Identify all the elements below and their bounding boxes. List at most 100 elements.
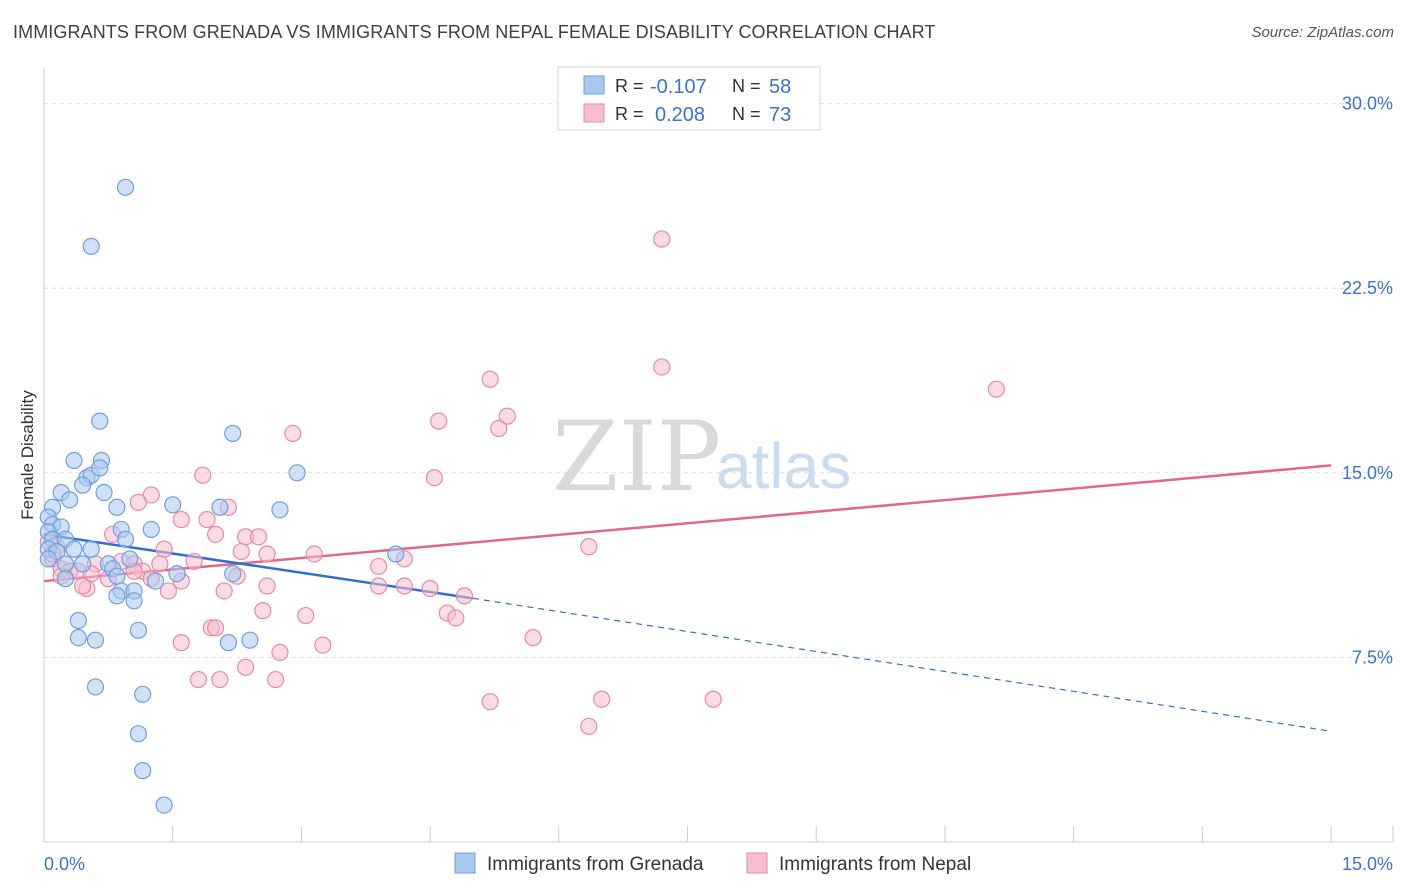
grenada-point <box>86 678 105 696</box>
grenada-point <box>121 550 139 568</box>
grenada-point <box>82 237 100 255</box>
nepal-point <box>232 542 250 561</box>
nepal-point <box>425 469 443 487</box>
y-tick-label: 7.5% <box>1352 647 1393 667</box>
grenada-point <box>125 592 143 610</box>
legend-n-label-nepal: N = <box>732 104 761 124</box>
grenada-point <box>69 611 87 630</box>
grenada-point <box>164 496 182 514</box>
legend-r-value-grenada: -0.107 <box>650 76 707 98</box>
grenada-point <box>134 685 152 703</box>
grenada-point <box>116 178 135 196</box>
nepal-point <box>249 528 268 546</box>
nepal-point <box>237 658 255 676</box>
grid-lines <box>44 103 1393 658</box>
nepal-point <box>211 670 229 689</box>
nepal-point <box>297 606 315 625</box>
watermark-zip: ZIP <box>552 401 721 513</box>
points-grenada <box>39 178 405 814</box>
grenada-point <box>134 762 152 780</box>
grenada-point <box>108 587 126 605</box>
nepal-point <box>498 407 516 425</box>
nepal-point <box>172 634 190 652</box>
nepal-point <box>370 557 388 575</box>
nepal-point <box>653 230 671 248</box>
y-tick-labels: 7.5% 15.0% 22.5% 30.0% <box>1342 94 1393 668</box>
grenada-point <box>129 621 147 639</box>
legend-r-label-grenada: R = <box>615 76 644 96</box>
watermark-atlas: atlas <box>716 430 851 502</box>
nepal-point <box>370 577 388 595</box>
source-label: Source: ZipAtlas.com <box>1251 24 1394 41</box>
grenada-point <box>56 570 75 588</box>
grenada-point <box>211 498 229 516</box>
grenada-point <box>224 565 242 583</box>
nepal-point <box>207 525 225 543</box>
grenada-point <box>168 565 186 583</box>
grenada-point <box>108 498 126 516</box>
nepal-point <box>284 424 302 443</box>
bottom-legend-swatch-nepal <box>746 852 768 874</box>
nepal-point <box>455 587 474 605</box>
x-tick-label-min: 0.0% <box>44 854 85 874</box>
grenada-point <box>86 631 105 649</box>
nepal-point <box>254 602 272 620</box>
legend-r-value-nepal: 0.208 <box>655 104 705 126</box>
bottom-legend-swatch-grenada <box>454 852 476 874</box>
nepal-point <box>314 636 332 654</box>
grenada-point <box>61 491 79 509</box>
grenada-point <box>224 424 242 443</box>
nepal-point <box>421 579 439 598</box>
nepal-point <box>987 380 1005 398</box>
legend-swatch-grenada <box>583 75 605 95</box>
legend-swatch-nepal <box>583 103 605 123</box>
nepal-point <box>593 690 611 708</box>
series-legend: Immigrants from Grenada Immigrants from … <box>454 852 971 875</box>
nepal-point <box>142 486 160 504</box>
y-axis-label: Female Disability <box>18 390 37 520</box>
grenada-point <box>82 540 100 558</box>
y-tick-label: 15.0% <box>1342 463 1393 483</box>
nepal-point <box>305 545 323 563</box>
points-nepal <box>39 230 1005 735</box>
nepal-point <box>198 510 216 529</box>
y-tick-label: 22.5% <box>1342 278 1393 298</box>
grenada-point <box>74 476 92 494</box>
grenada-point <box>65 540 83 558</box>
nepal-point <box>447 609 465 627</box>
legend-r-label-nepal: R = <box>615 104 644 124</box>
grenada-point <box>129 725 147 743</box>
nepal-point <box>155 540 173 558</box>
nepal-point <box>258 577 276 595</box>
chart-title: IMMIGRANTS FROM GRENADA VS IMMIGRANTS FR… <box>13 22 936 42</box>
nepal-point <box>430 412 448 430</box>
grenada-point <box>74 555 92 573</box>
grenada-point <box>146 572 165 590</box>
nepal-point <box>267 670 285 689</box>
y-tick-label: 30.0% <box>1342 94 1393 114</box>
stats-legend: R = -0.107 N = 58 R = 0.208 N = 73 <box>557 66 821 131</box>
nepal-point <box>580 717 598 735</box>
nepal-point <box>580 538 598 556</box>
grenada-point <box>288 464 306 482</box>
nepal-point <box>172 510 190 529</box>
nepal-point <box>481 370 499 388</box>
grenada-point <box>142 520 160 539</box>
nepal-point <box>159 582 178 600</box>
nepal-point <box>207 619 225 637</box>
trend-line-nepal <box>43 464 1332 583</box>
nepal-point <box>194 466 212 484</box>
nepal-point <box>524 629 542 647</box>
grenada-point <box>56 555 75 573</box>
grenada-point <box>91 459 109 477</box>
nepal-point <box>258 545 276 563</box>
bottom-legend-label-nepal: Immigrants from Nepal <box>779 854 971 875</box>
nepal-point <box>215 582 233 600</box>
nepal-point <box>395 577 413 595</box>
legend-n-label-grenada: N = <box>732 76 761 96</box>
nepal-point <box>185 552 203 571</box>
nepal-point <box>704 690 722 708</box>
grenada-point <box>387 545 405 563</box>
nepal-point <box>151 555 169 573</box>
